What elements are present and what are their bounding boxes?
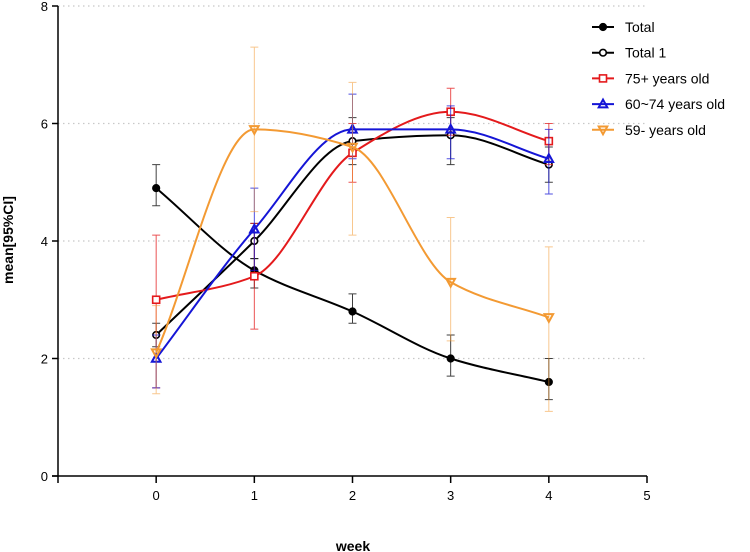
data-point [446,354,455,363]
data-point [542,313,555,324]
legend-label: 59- years old [625,122,706,138]
error-bar [544,246,553,412]
legend-marker [598,22,608,32]
legend-label: Total 1 [625,45,666,61]
x-tick-label-2: 2 [349,488,356,503]
error-bar [348,81,357,236]
data-point [542,152,555,164]
legend-entry-1: Total 1 [592,45,666,61]
series-group [150,46,555,412]
y-tick-label-2: 2 [41,352,48,367]
legend-marker [598,48,608,57]
x-tick-label-0: 0 [153,488,160,503]
y-tick-label-4: 4 [41,234,48,249]
y-tick-label-6: 6 [41,117,48,132]
data-point [348,307,357,316]
legend-label: 60~74 years old [625,96,725,112]
x-tick-label-5: 5 [643,488,650,503]
data-point [248,222,261,234]
data-point [152,184,161,193]
data-point [444,122,457,134]
data-point [346,142,359,154]
axes: 0 2 4 6 8 0 1 2 3 4 5 [41,0,651,503]
x-tick-label-4: 4 [545,488,552,503]
legend-entry-0: Total [592,19,655,35]
legend-entry-2: 75+ years old [592,70,709,86]
legend-marker [598,74,608,83]
series-line [155,128,550,354]
legend-entry-4: 59- years old [592,122,706,138]
data-point [248,125,261,136]
data-point [444,277,457,289]
x-axis-title: week [335,538,370,552]
legend: Total Total 1 75+ years old 60~74 years old… [592,19,725,138]
legend-label: Total [625,19,655,35]
legend-marker [597,97,609,109]
legend-marker [597,125,609,137]
data-point [250,271,259,281]
data-point [150,348,163,360]
x-tick-label-1: 1 [251,488,258,503]
series-line [155,128,550,360]
y-tick-label-0: 0 [41,469,48,484]
y-axis-title: mean[95%CI] [0,196,16,284]
y-tick-label-8: 8 [41,0,48,14]
x-tick-label-3: 3 [447,488,454,503]
legend-label: 75+ years old [625,70,709,86]
legend-entry-3: 60~74 years old [592,96,725,112]
series-4 [150,46,555,412]
data-point [151,295,161,305]
series-line [155,134,550,336]
